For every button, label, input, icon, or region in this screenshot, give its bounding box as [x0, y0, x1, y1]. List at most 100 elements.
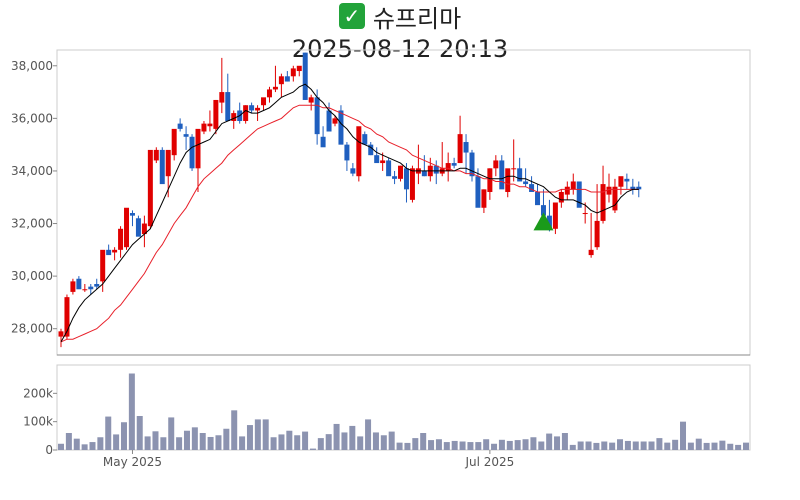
volume-bar [136, 416, 143, 450]
candle-body [225, 92, 231, 121]
candle-body [70, 281, 76, 292]
volume-bar [144, 436, 151, 450]
price-tick-label: 34,000 [11, 164, 53, 178]
candle-body [118, 228, 124, 250]
candle-body [403, 168, 409, 190]
candle-body [612, 186, 618, 211]
candle-body [284, 76, 290, 82]
candle-body [511, 168, 517, 170]
candle-body [320, 136, 326, 148]
candle-body [433, 165, 439, 174]
candle-body [141, 223, 147, 235]
candle-body [124, 207, 130, 248]
volume-bar [73, 438, 80, 450]
volume-bar [396, 442, 403, 450]
volume-bar [254, 419, 261, 450]
volume-bar [302, 431, 309, 450]
candle-body [505, 168, 511, 192]
candle-body [88, 286, 94, 290]
candle-body [314, 97, 320, 135]
volume-bar [223, 428, 230, 450]
volume-bar [743, 442, 749, 450]
volume-bar [561, 433, 568, 450]
candle-body [463, 142, 469, 153]
volume-bar [349, 425, 356, 450]
volume-bar [309, 448, 316, 450]
volume-bar [317, 438, 324, 450]
volume-bar [270, 437, 277, 450]
candle-body [409, 168, 415, 200]
candle-body [588, 249, 594, 256]
volume-bar [735, 444, 742, 450]
volume-bar [152, 431, 159, 450]
candle-body [374, 155, 380, 164]
candle-body [606, 186, 612, 195]
candle-body [380, 160, 386, 164]
candle-body [94, 284, 100, 287]
candle-body [159, 149, 165, 185]
candle-body [213, 99, 219, 129]
candle-body [487, 168, 493, 192]
ma-long-line [60, 104, 639, 343]
candle-body [201, 123, 207, 132]
candle-body [368, 144, 374, 156]
volume-bar [89, 442, 96, 450]
volume-bar [538, 441, 545, 450]
volume-frame [56, 364, 751, 451]
candle-body [302, 52, 308, 100]
candle-body [475, 176, 481, 208]
candle-body [189, 136, 195, 169]
candle-body [231, 113, 237, 121]
candle-body [517, 168, 523, 182]
volume-bar [191, 427, 198, 450]
candle-body [552, 202, 558, 229]
volume-panel: 0 100k 200k [23, 364, 751, 457]
volume-bar [609, 442, 616, 450]
volume-bar [128, 373, 135, 450]
candle-body [171, 128, 177, 156]
candle-body [350, 168, 356, 174]
volume-bar [365, 419, 372, 450]
volume-bar [420, 433, 427, 450]
volume-bar [372, 432, 379, 450]
volume-tick-label: 100k [23, 415, 53, 429]
volume-bar [262, 419, 269, 450]
volume-bar [341, 432, 348, 450]
volume-bar [412, 438, 419, 450]
candle-body [195, 128, 201, 169]
volume-bar [459, 441, 466, 450]
candle-body [76, 278, 82, 290]
volume-bar [569, 444, 576, 450]
volume-bar [530, 437, 537, 450]
buy-marker-triangle [533, 212, 554, 231]
volume-bar [593, 442, 600, 450]
volume-bar [624, 440, 631, 450]
volume-bar [475, 442, 482, 450]
volume-bar [105, 416, 112, 450]
candle-body [272, 86, 278, 90]
candle-body [332, 118, 338, 124]
candle-body [278, 76, 284, 85]
volume-bar [215, 435, 222, 450]
price-tick-label: 28,000 [11, 322, 53, 336]
candle-body [135, 218, 141, 237]
candle-body [147, 149, 153, 227]
candle-body [290, 68, 296, 77]
volume-bar [711, 442, 718, 450]
price-tick-label: 32,000 [11, 217, 53, 231]
volume-tick-label: 200k [23, 386, 53, 400]
candle-body [594, 220, 600, 248]
volume-bar [388, 431, 395, 450]
volume-bar [81, 444, 88, 450]
volume-tick-label: 0 [45, 443, 53, 457]
volume-bar [585, 441, 592, 450]
volume-bar [97, 437, 104, 450]
volume-bar [428, 440, 435, 450]
volume-bar [325, 434, 332, 450]
candle-body [457, 134, 463, 164]
candle-body [183, 134, 189, 137]
candle-body [398, 165, 404, 179]
candle-body [535, 191, 541, 206]
volume-bar [435, 439, 442, 450]
candle-body [106, 249, 112, 256]
